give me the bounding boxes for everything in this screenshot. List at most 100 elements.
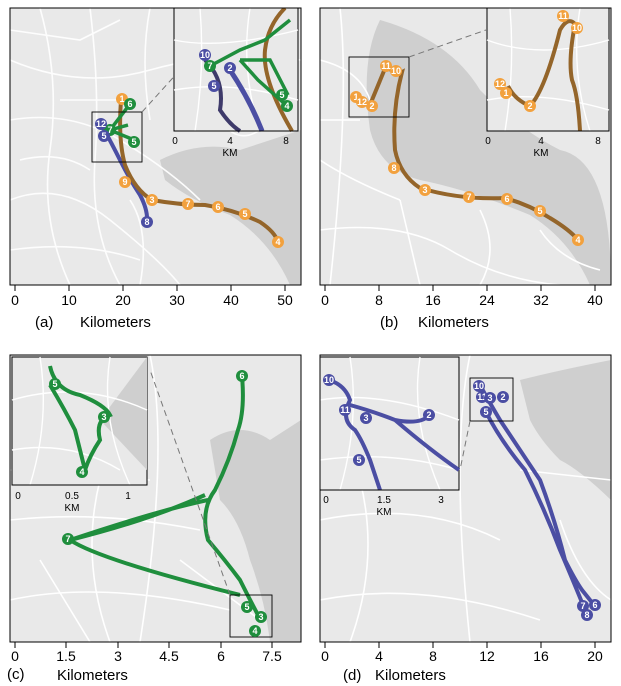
route-stop-marker-label: 12 — [357, 97, 367, 107]
panel-b-markers: 1 2 3 4 5 6 7 8 10 11 12 — [350, 60, 584, 246]
panel-a-marker: 5 — [131, 137, 136, 147]
panel-c-caption-letter: (c) — [7, 666, 25, 683]
panel-d-tick: 12 — [479, 648, 495, 664]
route-stop-marker-label: 7 — [65, 534, 70, 544]
route-stop-marker-label: 2 — [369, 101, 374, 111]
route-stop-marker-label: 10 — [572, 23, 582, 33]
panel-c-tick: 1.5 — [56, 648, 76, 664]
panel-a-marker: 5 — [242, 209, 247, 219]
panel-d-inset-tick: 3 — [438, 495, 444, 506]
route-stop-marker-label: 10 — [474, 381, 484, 391]
route-stop-marker-label: 5 — [537, 206, 542, 216]
panel-b: 1 2 3 4 5 6 7 8 10 11 12 11 10 — [319, 7, 612, 331]
route-stop-marker-label: 10 — [391, 66, 401, 76]
panel-a-marker: 5 — [101, 131, 106, 141]
panel-c-inset: 5 3 4 — [11, 356, 148, 486]
panel-a-inset-marker: 7 — [207, 61, 212, 71]
panel-d-route-purple — [478, 384, 596, 611]
panel-b-tick: 24 — [479, 292, 495, 308]
panel-c-tick: 7.5 — [262, 648, 282, 664]
panel-c-water — [210, 420, 301, 642]
panel-d-tick: 16 — [533, 648, 549, 664]
panel-b-caption-word: Kilometers — [418, 314, 489, 331]
panel-b-zoom-box — [348, 56, 410, 118]
panel-b-tick: 32 — [533, 292, 549, 308]
panel-b-inset-tick: 8 — [595, 136, 601, 147]
panel-a-tick: 10 — [61, 292, 77, 308]
panel-a-axis — [14, 284, 286, 291]
route-stop-marker-label: 10 — [324, 375, 334, 385]
panel-c: 6 7 5 3 4 5 3 4 0 0.5 1 K — [7, 354, 302, 684]
panel-a-inset-marker: 10 — [200, 50, 210, 60]
panel-d-inset-unit: KM — [377, 507, 392, 518]
panel-a-tick: 0 — [11, 292, 19, 308]
panel-d-tick: 20 — [587, 648, 603, 664]
panel-d-axis — [324, 641, 596, 648]
panel-b-axis — [324, 284, 596, 291]
panel-b-tick: 0 — [321, 292, 329, 308]
route-stop-marker-label: 3 — [101, 412, 106, 422]
panel-b-tick: 16 — [425, 292, 441, 308]
panel-a-marker: 6 — [215, 202, 220, 212]
panel-b-inset: 11 10 12 1 2 — [486, 8, 610, 132]
panel-b-tick: 8 — [375, 292, 383, 308]
panel-a-marker: 8 — [144, 217, 149, 227]
panel-c-tick: 4.5 — [159, 648, 179, 664]
panel-c-caption-word: Kilometers — [57, 667, 128, 684]
route-stop-marker-label: 1 — [353, 92, 358, 102]
panel-a-marker: 1 — [119, 94, 124, 104]
panel-a-marker: 4 — [275, 237, 280, 247]
panel-c-markers: 6 7 5 3 4 — [62, 370, 267, 637]
panel-a-tick: 40 — [223, 292, 239, 308]
panel-a-inset-tick: 4 — [227, 136, 233, 147]
panel-a-marker: 12 — [96, 119, 106, 129]
panel-a-caption-letter: (a) — [35, 314, 53, 331]
route-stop-marker-label: 11 — [477, 392, 487, 402]
panel-d-zoom-box — [469, 377, 514, 422]
panel-d-zoom-leader — [459, 420, 471, 471]
panel-a-inset-marker: 5 — [279, 90, 284, 100]
panel-a-marker: 6 — [127, 99, 132, 109]
panel-a-map: 1 3 4 5 6 7 9 6 7 5 12 5 8 — [10, 8, 301, 285]
route-stop-marker-label: 7 — [580, 601, 585, 611]
panel-b-inset-unit: KM — [534, 148, 549, 159]
panel-a-route-brown — [118, 99, 280, 243]
panel-a-tick: 50 — [277, 292, 293, 308]
route-stop-marker-label: 11 — [340, 405, 350, 415]
route-stop-marker-label: 2 — [500, 392, 505, 402]
panel-c-inset-tick: 0 — [15, 491, 21, 502]
panel-b-roads — [320, 8, 601, 285]
panel-c-axis — [14, 641, 273, 648]
route-stop-marker-label: 2 — [426, 410, 431, 420]
panel-d-tick: 4 — [375, 648, 383, 664]
route-stop-marker-label: 2 — [527, 101, 532, 111]
panel-a-marker: 3 — [149, 195, 154, 205]
panel-c-inset-unit: KM — [65, 503, 80, 514]
panel-a-inset-marker: 4 — [284, 101, 289, 111]
route-stop-marker-label: 11 — [381, 61, 391, 71]
panel-b-tick: 40 — [587, 292, 603, 308]
route-stop-marker-label: 4 — [252, 626, 257, 636]
route-stop-marker-label: 12 — [495, 79, 505, 89]
panel-a-inset-marker: 2 — [227, 63, 232, 73]
panel-d-tick: 0 — [321, 648, 329, 664]
panel-a-inset-tick: 0 — [172, 136, 178, 147]
route-stop-marker-label: 3 — [487, 393, 492, 403]
panel-b-inset-tick: 0 — [485, 136, 491, 147]
panel-a-marker: 7 — [185, 199, 190, 209]
route-stop-marker-label: 5 — [244, 602, 249, 612]
route-stop-marker-label: 11 — [558, 11, 568, 21]
panel-d-tick: 8 — [429, 648, 437, 664]
panel-c-tick: 3 — [114, 648, 122, 664]
panel-b-caption-letter: (b) — [380, 314, 398, 331]
panel-d: 10 11 3 2 5 7 6 8 10 11 3 2 5 — [319, 354, 612, 684]
panel-a-marker: 7 — [107, 125, 112, 135]
route-stop-marker-label: 8 — [584, 610, 589, 620]
route-stop-marker-label: 1 — [503, 88, 508, 98]
panel-b-zoom-leader — [408, 29, 487, 58]
panel-c-zoom-box — [229, 594, 273, 638]
route-stop-marker-label: 4 — [79, 467, 84, 477]
panel-b-map: 1 2 3 4 5 6 7 8 10 11 12 11 10 — [320, 8, 611, 285]
panel-d-water — [520, 360, 611, 500]
panel-d-inset-tick: 1.5 — [377, 495, 391, 506]
